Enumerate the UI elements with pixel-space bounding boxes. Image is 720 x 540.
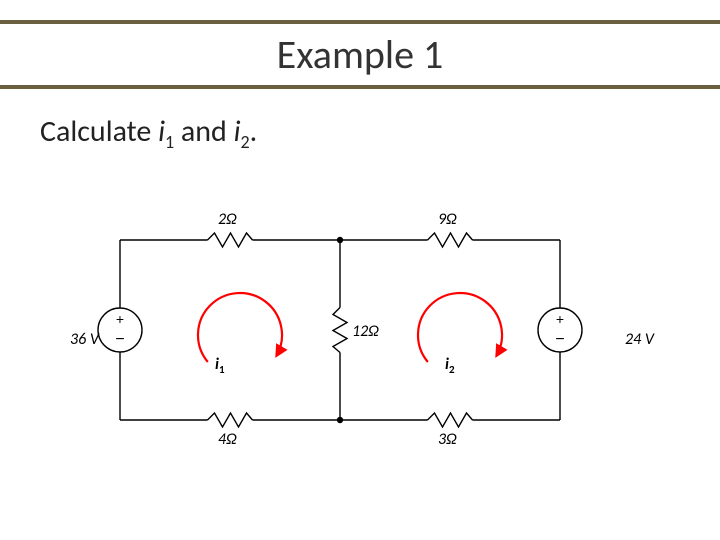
- subtitle-sub1: 1: [165, 131, 174, 153]
- circuit-diagram: + − + −: [60, 200, 660, 500]
- page-title: Example 1: [0, 24, 720, 85]
- label-r-mid: 12Ω: [352, 322, 379, 341]
- problem-statement: Calculate i1 and i2.: [40, 113, 720, 153]
- subtitle-sub2: 2: [241, 131, 250, 153]
- label-r-top-left: 2Ω: [218, 210, 237, 229]
- svg-text:+: +: [116, 311, 124, 327]
- title-rule-bottom: [0, 85, 720, 89]
- label-loop-i2: i2: [445, 355, 455, 376]
- label-right-source: 24 V: [625, 330, 654, 349]
- label-r-bot-left: 4Ω: [218, 430, 237, 449]
- svg-text:−: −: [115, 331, 124, 348]
- svg-text:+: +: [556, 311, 564, 327]
- label-left-source: 36 V: [70, 330, 99, 349]
- subtitle-mid: and: [174, 113, 233, 150]
- label-r-top-right: 9Ω: [438, 210, 457, 229]
- title-region: Example 1: [0, 0, 720, 89]
- i2-sub: 2: [449, 363, 455, 376]
- subtitle-var2: i: [234, 113, 241, 150]
- subtitle-prefix: Calculate: [40, 113, 158, 150]
- i1-sub: 1: [219, 363, 225, 376]
- label-loop-i1: i1: [215, 355, 225, 376]
- subtitle-var1: i: [158, 113, 165, 150]
- svg-text:−: −: [555, 331, 564, 348]
- subtitle-suffix: .: [250, 113, 258, 150]
- label-r-bot-right: 3Ω: [438, 430, 457, 449]
